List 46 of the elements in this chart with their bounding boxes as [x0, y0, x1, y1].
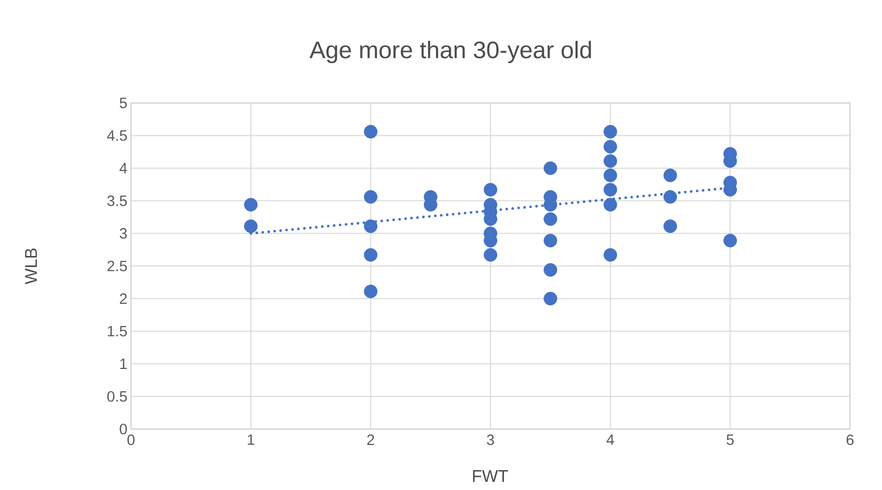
y-tick-label: 2.5	[107, 260, 127, 272]
point	[544, 212, 558, 226]
x-tick-label: 3	[486, 434, 494, 446]
point	[364, 219, 378, 233]
point	[663, 168, 678, 182]
point	[604, 198, 618, 212]
y-axis-title: WLB	[25, 248, 37, 284]
point	[484, 248, 498, 262]
point	[663, 190, 678, 204]
y-tick-label: 2	[120, 293, 127, 304]
x-tick-label: 1	[248, 434, 254, 445]
x-tick-label: 4	[606, 434, 614, 445]
point	[544, 161, 558, 175]
point	[604, 182, 618, 196]
point	[364, 190, 378, 204]
point	[544, 292, 558, 306]
x-tick-label: 5	[726, 434, 734, 445]
y-tick-label: 3.5	[107, 196, 127, 206]
point	[544, 234, 558, 248]
point	[604, 124, 618, 138]
y-tick-label: 4.5	[107, 130, 127, 141]
y-tick-label: 3	[120, 228, 127, 239]
x-axis-title: FWT	[473, 470, 508, 482]
chart-title: Age more than 30-year old	[310, 40, 591, 64]
point	[723, 234, 737, 248]
y-tick-label: 1	[120, 358, 127, 369]
point	[244, 198, 258, 212]
y-tick-label: 5	[120, 98, 127, 108]
point	[604, 140, 618, 154]
point	[663, 219, 678, 233]
point	[544, 263, 558, 277]
x-tick-label: 6	[846, 434, 854, 446]
y-tick-label: 1.5	[108, 326, 127, 336]
point	[604, 248, 618, 262]
x-tick-label: 0	[127, 434, 135, 446]
point	[364, 248, 378, 262]
y-tick-label: 0	[120, 424, 127, 434]
x-tick-label: 2	[367, 434, 374, 445]
point	[244, 219, 258, 233]
y-tick-label: 4	[120, 163, 128, 174]
point	[484, 182, 498, 196]
point	[364, 124, 378, 138]
point	[604, 168, 618, 182]
point	[604, 154, 618, 168]
point	[364, 284, 378, 298]
y-tick-label: 0.5	[107, 391, 127, 402]
